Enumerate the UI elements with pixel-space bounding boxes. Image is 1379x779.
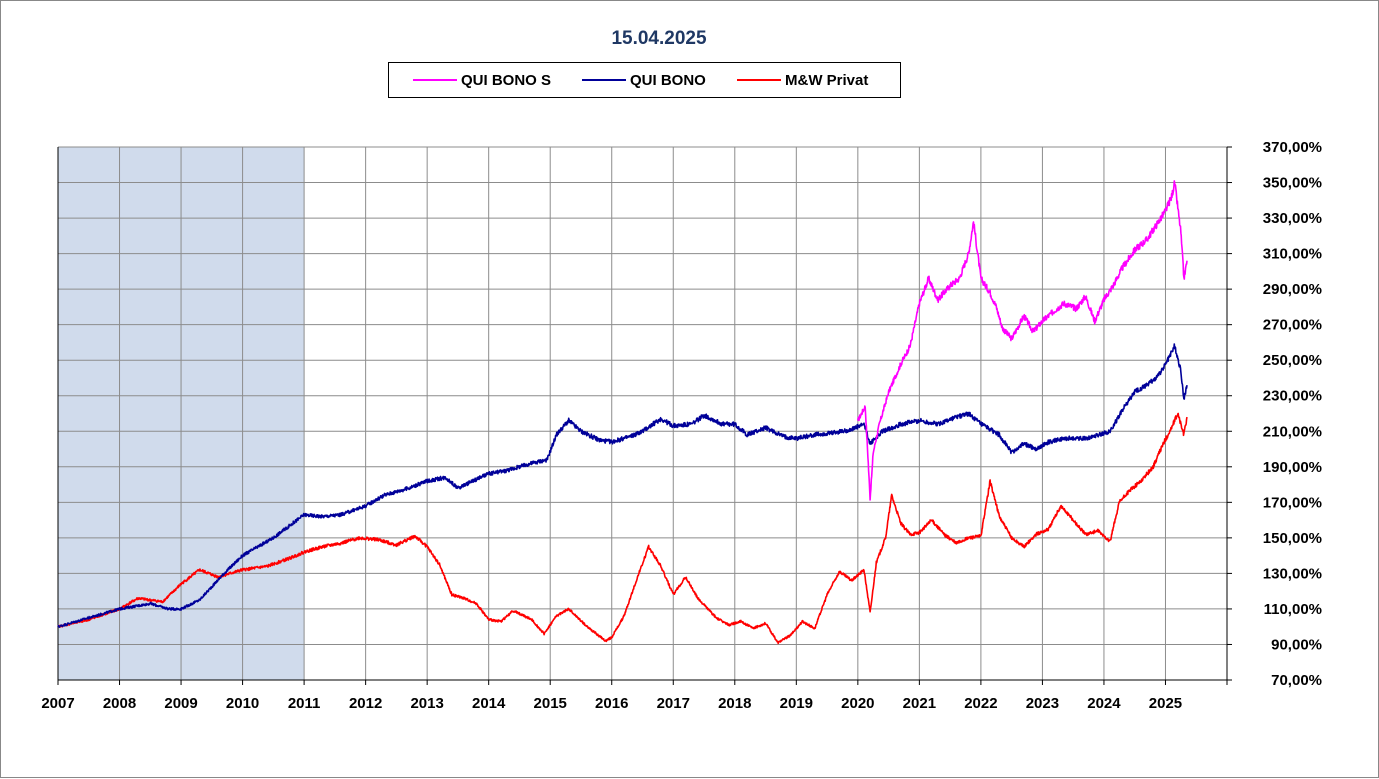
- x-tick-label: 2022: [964, 695, 997, 712]
- x-tick-label: 2008: [103, 695, 136, 712]
- x-tick-label: 2018: [718, 695, 751, 712]
- legend-item-qui-bono-s: QUI BONO S: [413, 63, 551, 97]
- y-tick-label: 350,00%: [1263, 175, 1322, 192]
- legend-swatch: [737, 79, 781, 81]
- y-tick-label: 130,00%: [1263, 565, 1322, 582]
- y-tick-label: 370,00%: [1263, 139, 1322, 156]
- legend-label: QUI BONO S: [461, 71, 552, 89]
- x-tick-label: 2014: [472, 695, 506, 712]
- y-tick-label: 250,00%: [1263, 352, 1322, 369]
- y-tick-label: 70,00%: [1271, 672, 1322, 689]
- x-tick-label: 2024: [1087, 695, 1121, 712]
- y-tick-label: 330,00%: [1263, 210, 1322, 227]
- x-tick-label: 2020: [841, 695, 874, 712]
- x-tick-label: 2010: [226, 695, 259, 712]
- y-tick-label: 190,00%: [1263, 459, 1322, 476]
- series-line-qui-bono: [57, 343, 1188, 628]
- y-tick-label: 170,00%: [1263, 494, 1322, 511]
- y-tick-label: 150,00%: [1263, 530, 1322, 547]
- legend-item-mw-privat: M&W Privat: [737, 63, 868, 97]
- x-tick-label: 2013: [410, 695, 443, 712]
- legend-label: QUI BONO: [630, 71, 706, 89]
- x-tick-label: 2011: [288, 695, 321, 712]
- x-tick-label: 2015: [534, 695, 567, 712]
- legend-swatch: [582, 79, 626, 81]
- y-tick-label: 110,00%: [1264, 601, 1322, 618]
- x-tick-label: 2009: [164, 695, 197, 712]
- chart-legend: QUI BONO S QUI BONO M&W Privat: [388, 62, 901, 98]
- y-tick-label: 310,00%: [1263, 246, 1322, 263]
- y-tick-label: 230,00%: [1263, 388, 1322, 405]
- x-tick-label: 2016: [595, 695, 628, 712]
- y-tick-label: 270,00%: [1263, 317, 1322, 334]
- x-tick-label: 2007: [41, 695, 74, 712]
- x-tick-label: 2017: [657, 695, 690, 712]
- y-tick-label: 90,00%: [1271, 636, 1322, 653]
- legend-swatch: [413, 79, 457, 81]
- x-tick-label: 2019: [780, 695, 813, 712]
- x-tick-label: 2021: [903, 695, 936, 712]
- legend-item-qui-bono: QUI BONO: [582, 63, 706, 97]
- x-tick-label: 2023: [1026, 695, 1059, 712]
- series-line-qui-bono-s: [857, 180, 1188, 501]
- y-tick-label: 290,00%: [1263, 281, 1322, 298]
- x-tick-label: 2012: [349, 695, 382, 712]
- chart-title: 15.04.2025: [611, 28, 707, 49]
- x-tick-label: 2025: [1149, 695, 1182, 712]
- y-tick-label: 210,00%: [1263, 423, 1322, 440]
- series-line-m-w-privat: [57, 412, 1188, 645]
- legend-label: M&W Privat: [785, 71, 869, 89]
